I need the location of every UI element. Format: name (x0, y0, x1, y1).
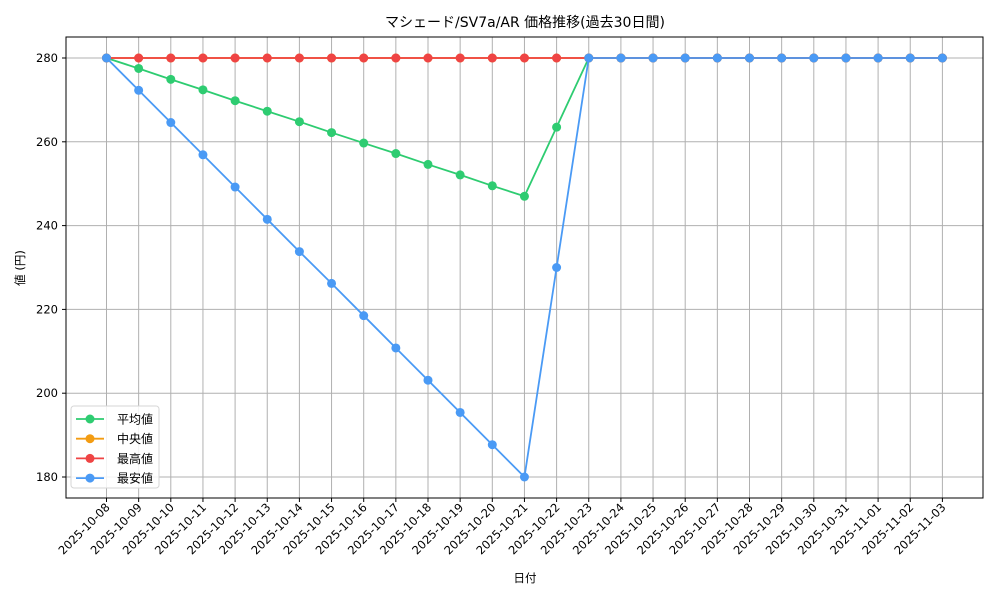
data-point (134, 63, 144, 73)
data-point (487, 181, 497, 191)
grid-lines (66, 37, 983, 498)
legend-label: 中央値 (117, 431, 153, 446)
data-point (487, 53, 497, 63)
data-point (487, 440, 497, 450)
legend-marker-icon (85, 434, 95, 444)
data-point (359, 138, 369, 148)
data-point (616, 53, 626, 63)
legend-marker-icon (85, 414, 95, 424)
data-point (777, 53, 787, 63)
legend-label: 平均値 (117, 412, 153, 427)
data-point (391, 343, 401, 353)
chart-title: マシェード/SV7a/AR 価格推移(過去30日間) (385, 15, 665, 31)
y-tick-label: 200 (36, 386, 58, 400)
data-point (455, 53, 465, 63)
data-point (166, 74, 176, 84)
data-point (423, 375, 433, 385)
data-point (294, 117, 304, 127)
data-point (166, 53, 176, 63)
data-point (552, 53, 562, 63)
data-point (359, 53, 369, 63)
data-point (455, 407, 465, 417)
data-point (552, 263, 562, 272)
data-point (134, 85, 144, 95)
y-axis: 180 200 220 240 260 280 (36, 51, 66, 484)
data-point (712, 53, 722, 63)
data-point (198, 53, 208, 63)
data-point (519, 53, 529, 63)
y-tick-label: 280 (36, 51, 58, 65)
data-point (552, 122, 562, 132)
data-point (359, 311, 369, 321)
data-point (262, 53, 272, 63)
legend-marker-icon (85, 453, 95, 463)
data-point (134, 53, 144, 63)
data-point (391, 149, 401, 159)
data-point (584, 53, 594, 63)
data-point (648, 53, 658, 63)
data-point (937, 53, 947, 63)
data-point (230, 53, 240, 63)
data-point (294, 247, 304, 257)
data-point (262, 106, 272, 116)
y-axis-label: 値 (円) (13, 250, 27, 286)
x-axis-label: 日付 (514, 571, 537, 585)
data-point (166, 118, 176, 128)
data-point (680, 53, 690, 63)
series-line (102, 53, 947, 482)
data-point (327, 278, 337, 288)
data-point (102, 53, 111, 63)
data-point (809, 53, 819, 63)
data-point (230, 96, 240, 106)
series-group (102, 53, 947, 482)
y-tick-label: 260 (36, 135, 58, 149)
data-point (905, 53, 915, 63)
legend-label: 最高値 (117, 451, 153, 466)
data-point (519, 472, 529, 482)
data-point (327, 128, 337, 138)
data-point (423, 53, 433, 63)
data-point (294, 53, 304, 63)
data-point (873, 53, 883, 63)
y-tick-label: 220 (36, 302, 58, 316)
legend-label: 最安値 (117, 471, 153, 486)
data-point (745, 53, 754, 63)
data-point (455, 170, 465, 180)
data-point (391, 53, 401, 63)
data-point (198, 85, 208, 95)
data-point (841, 53, 851, 63)
y-tick-label: 180 (36, 470, 58, 484)
x-axis: 2025-10-082025-10-092025-10-102025-10-11… (55, 498, 949, 557)
data-point (198, 150, 208, 160)
data-point (519, 191, 529, 201)
data-point (327, 53, 337, 63)
data-point (423, 159, 433, 169)
legend-marker-icon (85, 473, 95, 483)
data-point (230, 182, 240, 192)
data-point (262, 214, 272, 224)
y-tick-label: 240 (36, 219, 58, 233)
